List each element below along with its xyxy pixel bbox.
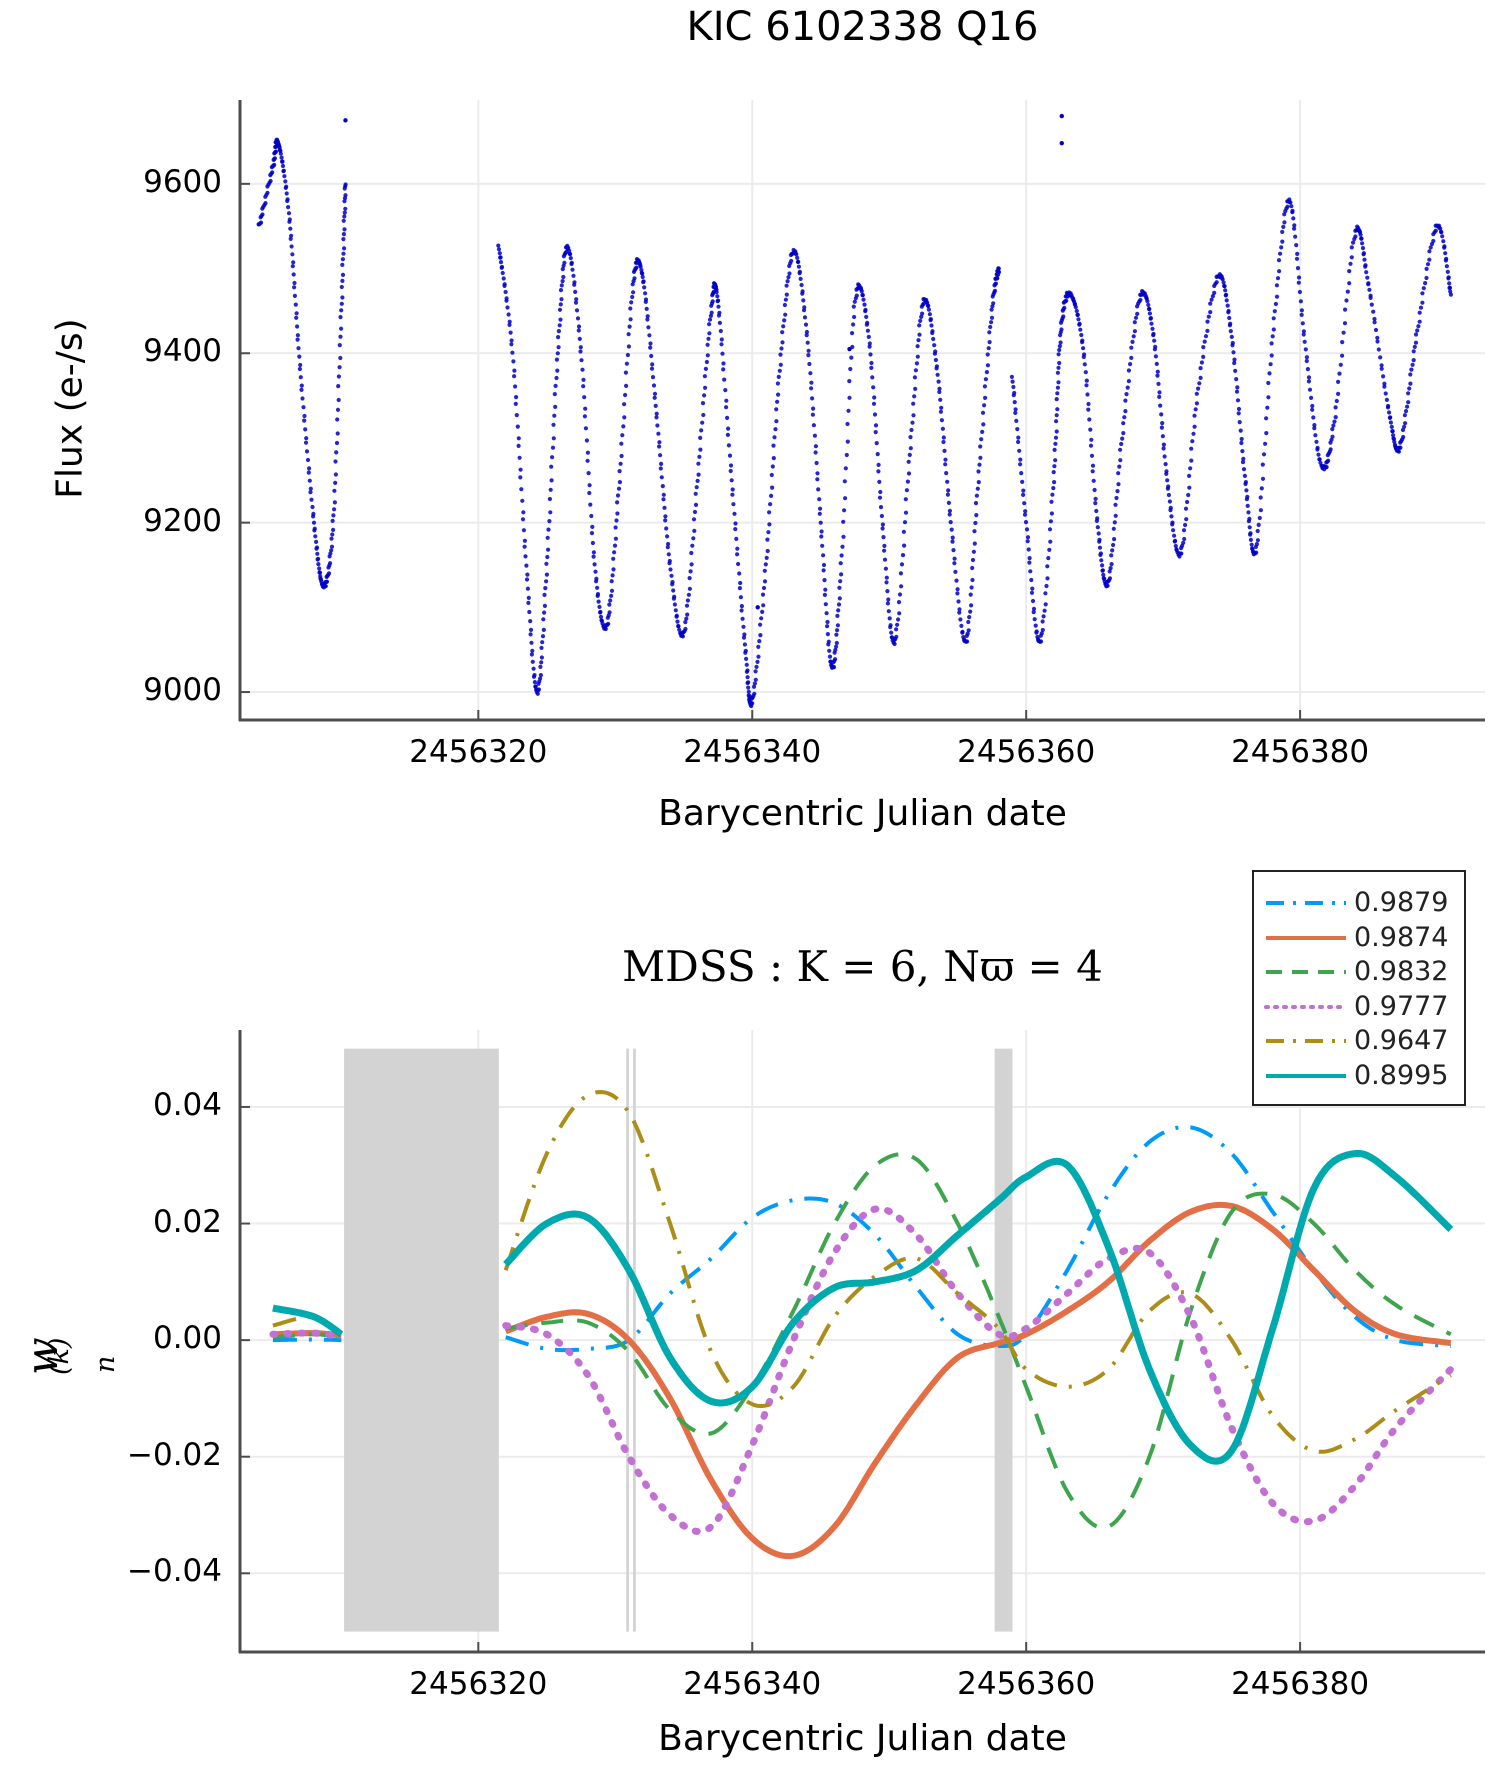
legend-label: 0.9879: [1354, 887, 1449, 918]
top-chart-title: KIC 6102338 Q16: [686, 4, 1039, 50]
gap-band: [633, 1048, 636, 1632]
legend-item: 0.9777: [1254, 990, 1464, 1024]
series-line-0.8995: [272, 1304, 344, 1338]
legend-label: 0.9777: [1354, 990, 1449, 1022]
legend: 0.9879 0.9874 0.9832 0.9777 0.9647 0.8995: [1252, 870, 1466, 1106]
legend-swatch-icon: [1266, 901, 1346, 905]
bottom-y-tick: 0.04: [152, 1086, 222, 1123]
legend-swatch-icon: [1266, 1039, 1346, 1043]
legend-label: 0.8995: [1354, 1059, 1449, 1091]
bottom-y-tick: −0.04: [127, 1553, 222, 1590]
top-x-axis-label: Barycentric Julian date: [658, 793, 1067, 834]
data-gap-bands: [344, 1048, 1013, 1632]
legend-swatch-icon: [1266, 935, 1346, 940]
series-line-0.9832: [505, 1152, 1452, 1530]
legend-swatch-icon: [1266, 1073, 1346, 1078]
series-line-0.9777: [502, 1205, 1455, 1536]
top-grid: [240, 100, 1485, 720]
legend-item: 0.9647: [1254, 1024, 1464, 1058]
legend-label: 0.9874: [1354, 921, 1449, 953]
bottom-x-tick: 2456320: [409, 1666, 548, 1702]
series-line-0.8995: [503, 1149, 1454, 1465]
top-x-tick: 2456340: [683, 734, 822, 770]
top-y-tick: 9200: [143, 502, 222, 539]
legend-swatch-icon: [1266, 970, 1346, 974]
bottom-y-tick: 0.00: [152, 1320, 222, 1357]
legend-item: 0.8995: [1254, 1059, 1464, 1093]
top-x-tick: 2456360: [957, 734, 1096, 770]
bottom-x-axis-label: Barycentric Julian date: [658, 1718, 1067, 1759]
top-axes: [238, 100, 1485, 722]
bottom-x-tick: 2456380: [1231, 1666, 1370, 1702]
top-y-tick: 9600: [143, 163, 222, 200]
top-x-tick: 2456320: [409, 734, 548, 770]
legend-item: 0.9874: [1254, 921, 1464, 955]
gap-band: [344, 1048, 499, 1632]
bottom-y-tick: 0.02: [152, 1203, 222, 1240]
bottom-x-tick: 2456360: [957, 1666, 1096, 1702]
series-line-0.9874: [504, 1201, 1452, 1560]
top-x-tick: 2456380: [1231, 734, 1370, 770]
top-y-tick: 9000: [143, 672, 222, 709]
series-line-0.9647: [503, 1089, 1452, 1454]
bottom-axes: [238, 1030, 1485, 1654]
flux-data-points: [256, 113, 1453, 709]
bottom-x-tick: 2456340: [683, 1666, 822, 1702]
legend-item: 0.9879: [1254, 886, 1464, 920]
legend-label: 0.9647: [1354, 1025, 1449, 1056]
legend-item: 0.9832: [1254, 955, 1464, 989]
legend-swatch-icon: [1264, 1004, 1348, 1009]
weight-series: [269, 1089, 1455, 1560]
top-y-tick: 9400: [143, 333, 222, 370]
series-line-0.9879: [272, 1337, 342, 1343]
top-scatter-plot: [238, 100, 1485, 722]
series-line-0.9777: [269, 1329, 345, 1341]
bottom-chart-title: MDSS : K = 6, Nϖ = 4: [622, 942, 1103, 991]
bottom-y-tick: −0.02: [127, 1436, 222, 1473]
legend-label: 0.9832: [1354, 956, 1449, 987]
